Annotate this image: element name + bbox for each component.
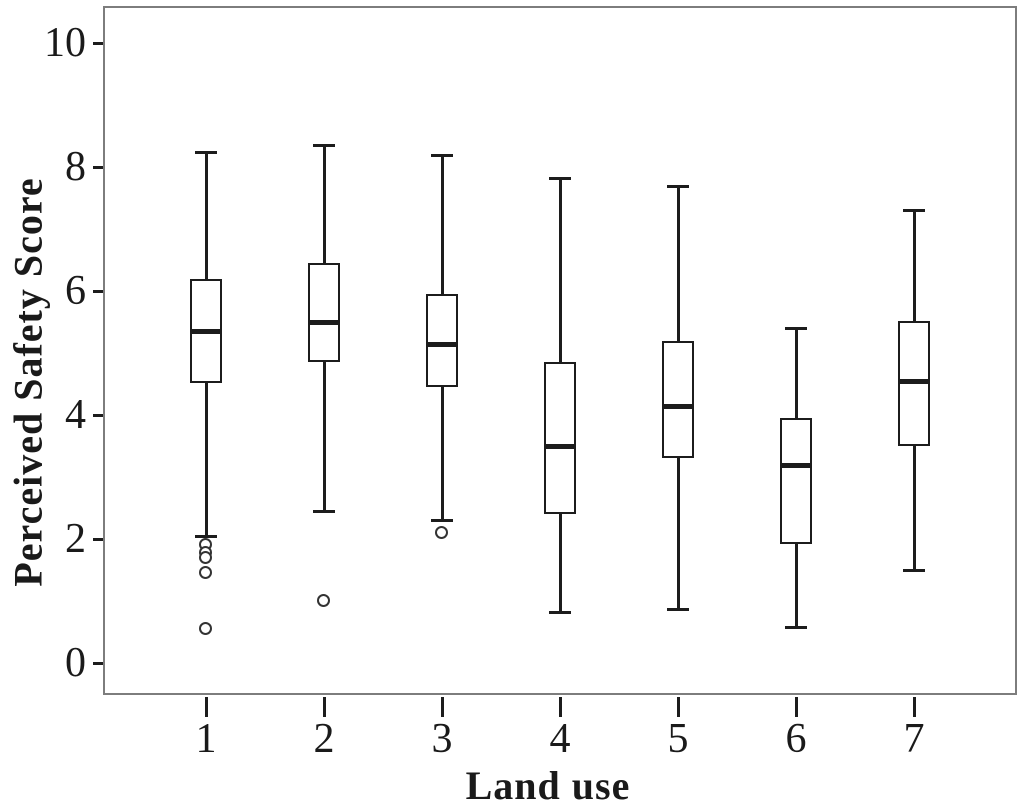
upper-whisker-line [795,328,798,419]
outlier-point [317,594,330,607]
median-line [898,378,930,384]
lower-whisker-cap [195,534,217,538]
lower-whisker-line [323,362,326,514]
median-line [190,329,222,335]
iqr-box [544,362,576,515]
upper-whisker-line [205,151,208,279]
y-tick-label: 2 [65,516,86,562]
lower-whisker-line [441,387,444,523]
upper-whisker-cap [431,153,453,157]
upper-whisker-cap [195,150,217,154]
y-tick-label: 6 [65,268,86,314]
median-line [780,462,812,468]
x-tick-mark [795,697,798,717]
outlier-point [199,621,212,635]
y-tick-label: 4 [65,392,86,438]
outlier-point [199,566,212,580]
upper-whisker-cap [903,209,925,213]
median-line [662,403,694,409]
y-tick-mark [93,42,103,45]
y-tick-mark [93,414,103,417]
lower-whisker-line [205,382,208,538]
x-tick-mark [559,697,562,717]
y-tick-mark [93,538,103,541]
y-tick-label: 0 [65,640,86,686]
x-tick-mark [913,697,916,717]
lower-whisker-line [913,446,916,572]
x-tick-mark [677,697,680,717]
y-tick-mark [93,290,103,293]
upper-whisker-line [677,185,680,341]
upper-whisker-cap [785,327,807,331]
x-tick-label: 1 [195,716,217,762]
lower-whisker-line [559,514,562,615]
lower-whisker-cap [431,519,453,523]
x-tick-label: 5 [667,716,689,762]
upper-whisker-line [323,145,326,264]
y-tick-mark [93,166,103,169]
median-line [426,341,458,347]
lower-whisker-line [677,458,680,612]
lower-whisker-cap [903,569,925,572]
iqr-box [426,294,458,388]
lower-whisker-cap [667,608,689,612]
x-tick-label: 4 [549,716,571,762]
x-axis-title: Land use [465,763,631,806]
x-tick-mark [205,697,208,717]
median-line [308,320,340,325]
lower-whisker-cap [549,611,571,615]
upper-whisker-line [913,210,916,321]
lower-whisker-cap [313,510,335,514]
x-tick-label: 6 [785,716,807,762]
x-tick-label: 3 [431,716,453,762]
y-tick-label: 8 [65,144,86,190]
upper-whisker-cap [667,184,689,188]
upper-whisker-line [441,154,444,295]
outlier-point [435,525,448,539]
y-tick-label: 10 [44,20,86,66]
x-tick-mark [323,697,326,717]
lower-whisker-line [795,543,798,630]
y-tick-mark [93,662,103,665]
iqr-box [308,263,340,363]
median-line [544,444,576,449]
x-tick-label: 2 [313,716,335,762]
iqr-box [662,340,694,459]
y-axis-title: Perceived Safety Score [5,177,51,587]
upper-whisker-cap [313,144,335,148]
upper-whisker-cap [549,177,571,181]
x-tick-mark [441,697,444,717]
x-tick-label: 7 [903,716,925,762]
upper-whisker-line [559,178,562,363]
iqr-box [780,418,812,544]
outlier-point [199,550,212,564]
lower-whisker-cap [785,626,807,630]
